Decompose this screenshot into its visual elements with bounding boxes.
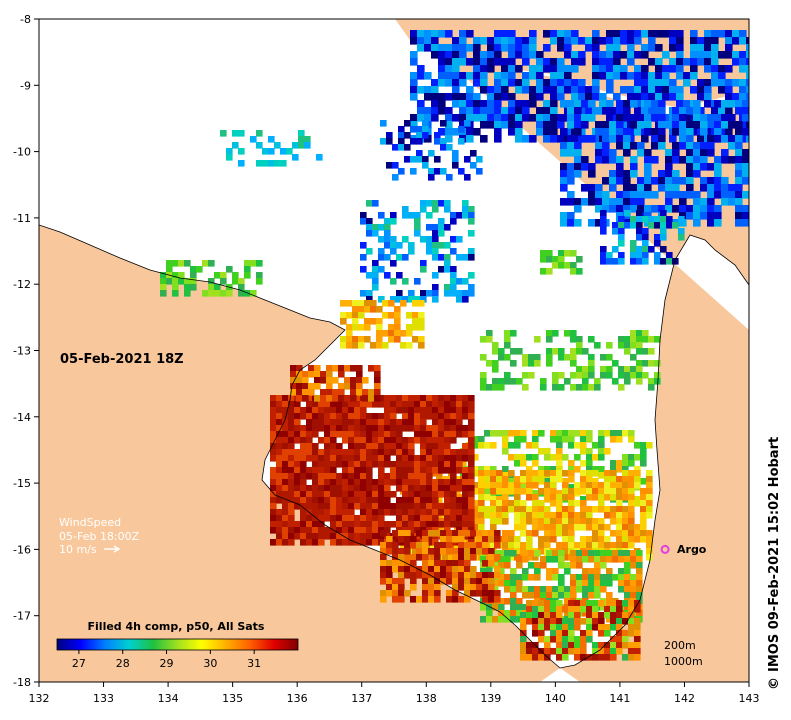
contour-1000m-label: 1000m	[664, 655, 703, 668]
colorbar-title: Filled 4h comp, p50, All Sats	[88, 620, 265, 633]
y-tick-label: -10	[13, 146, 31, 159]
sst-data	[160, 30, 749, 661]
wind-legend-scale: 10 m/s	[59, 543, 97, 556]
y-tick-label: -9	[20, 79, 31, 92]
colorbar-strip	[56, 638, 299, 651]
land-northern-territory	[39, 225, 560, 682]
colorbar-tick-label: 29	[160, 657, 174, 670]
x-tick-label: 142	[674, 692, 695, 705]
contour-legend: 200m 1000m	[664, 639, 703, 668]
x-tick-label: 140	[545, 692, 566, 705]
land-groote-area	[258, 365, 300, 392]
colorbar-tick-label: 28	[116, 657, 130, 670]
x-tick-label: 138	[416, 692, 437, 705]
arrow-right-icon	[104, 545, 121, 553]
x-tick-label: 136	[287, 692, 308, 705]
x-tick-label: 137	[351, 692, 372, 705]
y-axis: -8 -9 -10 -11 -12 -13 -14 -15 -16 -17 -18	[13, 13, 39, 689]
date-label: 05-Feb-2021 18Z	[60, 352, 184, 367]
y-tick-label: -13	[13, 345, 31, 358]
x-tick-label: 133	[93, 692, 114, 705]
x-tick-label: 143	[739, 692, 760, 705]
y-tick-label: -8	[20, 13, 31, 26]
credit-text: IMOS 09-Feb-2021 15:02 Hobart	[767, 437, 782, 672]
y-tick-label: -14	[13, 411, 31, 424]
wind-legend: WindSpeed 05-Feb 18:00Z 10 m/s	[59, 516, 140, 556]
x-axis: 132 133 134 135 136 137 138 139 140 141 142 143	[29, 682, 760, 705]
x-tick-label: 132	[29, 692, 50, 705]
wind-legend-time: 05-Feb 18:00Z	[59, 530, 140, 543]
y-tick-label: -16	[13, 543, 31, 556]
coastline	[39, 224, 749, 669]
x-tick-label: 139	[480, 692, 501, 705]
map-layers	[39, 19, 749, 682]
x-tick-label: 135	[222, 692, 243, 705]
x-tick-label: 134	[158, 692, 179, 705]
colorbar-tick-label: 31	[247, 657, 261, 670]
argo-marker	[660, 544, 670, 554]
credit-block: © IMOS 09-Feb-2021 15:02 Hobart	[767, 437, 782, 690]
y-tick-label: -17	[13, 610, 31, 623]
colorbar: Filled 4h comp, p50, All Sats 27 28 29 30 31	[56, 620, 299, 670]
y-tick-label: -12	[13, 278, 31, 291]
y-tick-label: -18	[13, 676, 31, 689]
argo-label: Argo	[677, 543, 707, 556]
y-tick-label: -15	[13, 477, 31, 490]
copyright-icon: ©	[767, 677, 782, 690]
wind-legend-title: WindSpeed	[59, 516, 121, 529]
colorbar-tick-label: 30	[203, 657, 217, 670]
colorbar-ticks: 27 28 29 30 31	[72, 650, 261, 670]
contour-200m-label: 200m	[664, 639, 696, 652]
y-tick-label: -11	[13, 212, 31, 225]
x-tick-label: 141	[609, 692, 630, 705]
colorbar-tick-label: 27	[72, 657, 86, 670]
